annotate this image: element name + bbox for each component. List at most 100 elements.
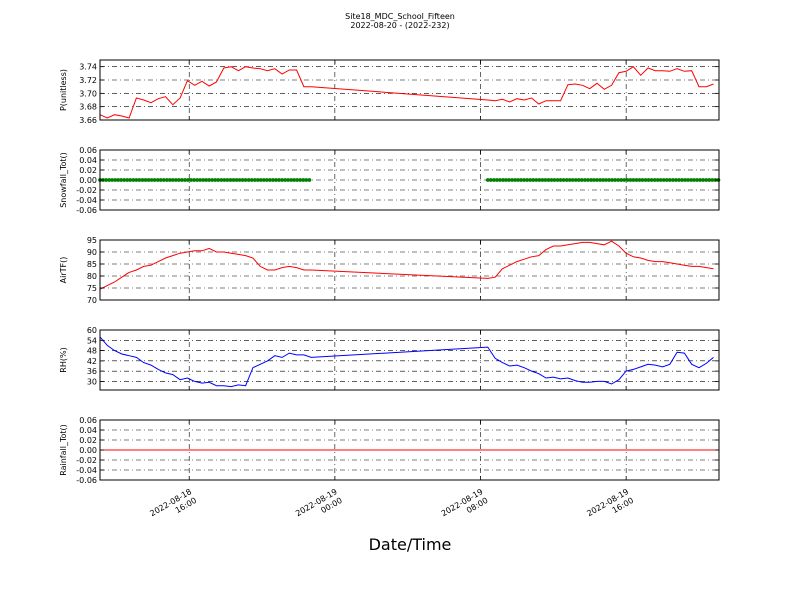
data-point [219,178,224,182]
y-tick-label: 0.06 [79,416,97,425]
data-point [674,178,678,182]
data-point [125,178,130,182]
data-point [567,178,572,182]
data-point [595,178,599,182]
data-point [579,178,584,182]
data-point [122,178,127,182]
data-point [537,178,542,182]
data-point [598,178,602,182]
panel-3: 70 75 80 85 90 95 AirTF() [59,236,720,305]
data-point [549,178,554,182]
data-point [501,178,505,182]
data-point [152,178,157,182]
data-point [189,178,193,182]
y-tick-label: 60 [87,326,97,335]
data-point [237,178,242,182]
data-point [104,178,108,182]
data-point [107,178,111,182]
data-point [167,178,172,182]
chart-title: Site18_MDC_School_Fifteen [345,12,455,21]
data-point [271,178,275,182]
y-axis-label: Snowfall_Tot() [59,152,68,208]
data-point [680,178,684,182]
data-point [704,178,709,182]
data-point [686,178,690,182]
data-point [622,178,627,182]
data-point [231,178,236,182]
y-tick-label: 0.00 [79,446,97,455]
y-tick-label: -0.04 [76,196,97,205]
data-point [634,178,639,182]
data-point [492,178,496,182]
data-point [625,178,630,182]
data-point [667,178,672,182]
data-point [522,178,527,182]
data-point [677,178,681,182]
data-point [134,178,139,182]
y-tick-label: 30 [87,377,97,386]
data-point [510,178,514,182]
data-point [698,178,703,182]
panel-2: -0.06-0.04-0.020.000.020.040.06 Snowfall_… [59,146,721,215]
y-tick-label: 75 [87,284,97,293]
data-point [695,178,700,182]
data-point [701,178,706,182]
data-point [307,178,312,182]
data-point [637,178,642,182]
data-point [640,178,645,182]
data-point [113,178,118,182]
data-point [255,178,260,182]
data-point [174,178,178,182]
y-tick-label: -0.06 [76,206,97,215]
chart-subtitle: 2022-08-20 - (2022-232) [350,21,449,30]
data-point [116,178,121,182]
x-tick-label: 2022-08-1916:00 [585,487,635,527]
data-point [119,178,124,182]
data-point [498,178,502,182]
data-point [110,178,114,182]
data-point [710,178,715,182]
data-point [661,178,666,182]
data-point [555,178,560,182]
data-point [183,178,187,182]
data-point [295,178,300,182]
y-tick-label: 0.06 [79,146,97,155]
data-point [607,178,612,182]
data-point [516,178,520,182]
data-point [286,178,290,182]
data-point [610,178,615,182]
data-point [128,178,133,182]
data-point [210,178,215,182]
panel-1: 3.66 3.68 3.70 3.72 3.74 P(unitless) [59,59,720,125]
y-tick-label: 42 [87,357,97,366]
data-point [552,178,557,182]
data-point [664,178,669,182]
y-tick-label: 0.02 [79,166,97,175]
data-point [177,178,181,182]
y-tick-label: 54 [87,336,97,345]
y-tick-label: -0.06 [76,476,97,485]
y-axis-label: Rainfall_Tot() [59,424,68,476]
data-point [143,178,148,182]
y-tick-label: 0.02 [79,436,97,445]
data-point [646,178,651,182]
data-point [246,178,251,182]
data-point [195,178,200,182]
data-point [192,178,197,182]
data-point [649,178,654,182]
data-point [292,178,297,182]
data-point [198,178,203,182]
x-axis-label: Date/Time [369,535,452,554]
data-point [692,178,696,182]
series-line [99,240,714,290]
data-point [528,178,533,182]
y-tick-label: 85 [87,260,97,269]
data-point [277,178,281,182]
panel-frame [99,239,720,301]
data-point [631,178,636,182]
data-point [258,178,263,182]
data-point [485,178,490,182]
x-tick-label: 2022-08-1900:00 [294,487,344,527]
